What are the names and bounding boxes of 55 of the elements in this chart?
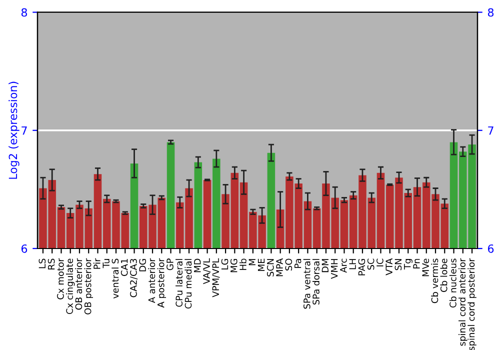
x-tick-label: VMH	[331, 259, 338, 279]
x-tick-label: Pa	[294, 259, 302, 268]
x-tick-label: IC	[376, 258, 384, 266]
x-tick-label: spinal cord anterior	[458, 258, 468, 346]
x-tick-label: SCN	[266, 259, 274, 276]
y-tick-label: 6	[21, 244, 28, 253]
x-tick-label: ventral S	[112, 258, 119, 298]
x-tick-label: SN	[394, 259, 402, 270]
x-tick-label: Cb lobe	[440, 258, 448, 292]
x-tick-label: spinal cord posterior	[468, 258, 476, 350]
x-tick-label: M	[248, 259, 256, 266]
x-tick-label: MD	[194, 258, 201, 272]
x-tick-label: ME	[258, 258, 265, 271]
x-tick-label: RS	[48, 258, 55, 270]
y-tick-label: 7	[22, 126, 27, 135]
x-tick-label: Pn	[413, 258, 420, 268]
x-tick-label: LG	[221, 258, 228, 270]
x-tick-label: DG	[139, 258, 146, 272]
x-tick-label: Tu	[102, 259, 110, 268]
x-tick-label: MPA	[276, 258, 283, 276]
x-tick-label: DM	[322, 259, 328, 272]
x-tick-label: SO	[285, 258, 292, 270]
y2-tick-label: 7	[488, 126, 494, 135]
x-tick-label: Cb nucleus	[449, 258, 456, 308]
x-tick-label: Arc	[340, 258, 347, 273]
x-tick-label: LS	[38, 258, 46, 268]
y2-tick-label: 8	[488, 8, 494, 17]
x-tick-label: CA1	[120, 259, 128, 276]
x-tick-label: Hb	[239, 258, 246, 270]
x-tick-label: VTA	[386, 258, 392, 276]
x-tick-label: VPM/VPL	[212, 258, 220, 298]
x-tick-label: MVe	[422, 258, 429, 276]
x-tick-label: GP	[166, 258, 174, 270]
x-tick-label: VA/VL	[203, 258, 211, 284]
x-tick-label: Cx motor	[57, 258, 64, 300]
x-tick-label: Cb vermis	[431, 258, 438, 304]
y2-tick-label: 6	[488, 244, 494, 253]
x-tick-label: Pir	[93, 258, 100, 269]
x-tick-label: MG	[230, 258, 238, 272]
x-tick-label: CA2/CA3	[130, 258, 138, 298]
y-tick-label: 8	[21, 8, 28, 17]
x-tick-label: OB posterior	[84, 258, 93, 314]
x-tick-label: SPa dorsal	[312, 259, 320, 305]
x-tick-label: OB anterior	[75, 258, 82, 310]
x-tick-label: LH	[349, 259, 356, 270]
x-tick-label: SC	[367, 258, 374, 270]
x-tick-label: Cx cingulate	[66, 258, 75, 314]
y-axis-title: Log2 (expression)	[8, 82, 20, 179]
x-tick-label: CPu lateral	[176, 259, 183, 307]
x-tick-label: SPa ventral	[303, 259, 310, 309]
x-tick-label: A posterior	[157, 258, 166, 308]
x-tick-label: CPu medial	[184, 259, 192, 309]
x-tick-label: PAG	[358, 258, 366, 276]
x-tick-label: Tg	[404, 259, 412, 270]
x-tick-label: A anterior	[148, 258, 156, 303]
